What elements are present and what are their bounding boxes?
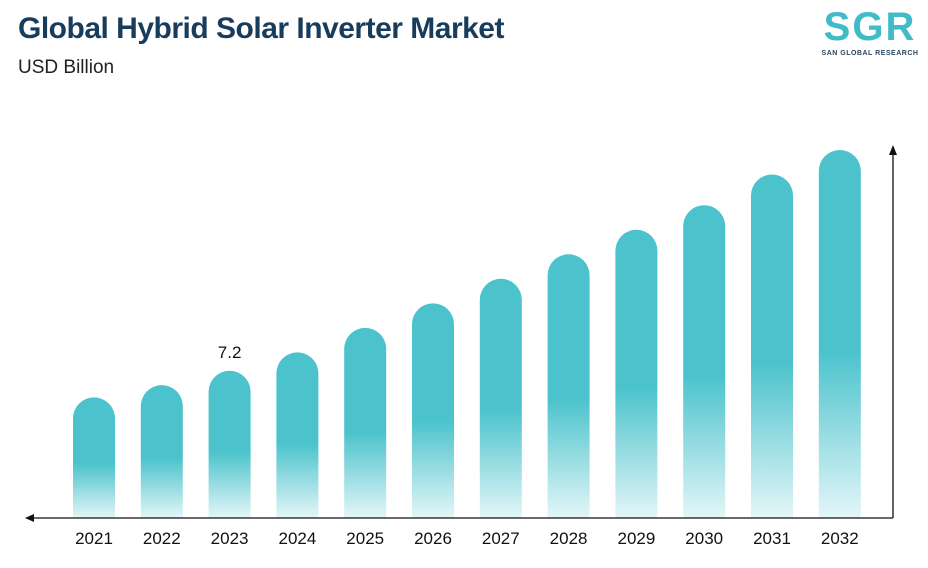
- bar-2024: [276, 352, 319, 518]
- data-label: 7.2: [218, 343, 242, 362]
- bar-2026: [412, 303, 454, 518]
- bar-2032: [818, 150, 861, 519]
- logo-letters: SGR: [823, 5, 917, 49]
- x-tick-label: 2024: [278, 529, 316, 548]
- x-tick-label: 2031: [753, 529, 791, 548]
- bar-2023: [208, 370, 251, 518]
- x-tick-label: 2022: [143, 529, 181, 548]
- chart-title: Global Hybrid Solar Inverter Market: [18, 12, 504, 45]
- y-axis-arrow: [889, 145, 897, 155]
- data-labels: 7.2: [218, 343, 242, 362]
- bar-2031: [751, 174, 793, 519]
- bar-2025: [344, 327, 387, 518]
- sgr-logo: SGR SAN GLOBAL RESEARCH: [818, 5, 922, 61]
- bar-2027: [479, 278, 522, 518]
- bar-2022: [140, 385, 183, 518]
- bar-2030: [683, 205, 726, 518]
- x-tick-label: 2023: [211, 529, 249, 548]
- bar-2028: [547, 254, 590, 519]
- x-tick-label: 2028: [550, 529, 588, 548]
- chart-subtitle: USD Billion: [18, 57, 115, 78]
- x-tick-label: 2026: [414, 529, 452, 548]
- x-tick-label: 2030: [685, 529, 723, 548]
- bar-2021: [73, 397, 115, 518]
- x-tick-labels: 2021 2022 2023 2024 2025 2026 2027 2028 2029 2030…: [75, 529, 859, 548]
- logo-tagline: SAN GLOBAL RESEARCH: [821, 50, 919, 57]
- bars-group: [73, 150, 861, 519]
- x-tick-label: 2021: [75, 529, 113, 548]
- x-tick-label: 2025: [346, 529, 384, 548]
- bar-2029: [615, 229, 658, 518]
- x-axis-arrow: [25, 514, 34, 522]
- x-tick-label: 2032: [821, 529, 859, 548]
- x-tick-label: 2027: [482, 529, 520, 548]
- x-tick-label: 2029: [617, 529, 655, 548]
